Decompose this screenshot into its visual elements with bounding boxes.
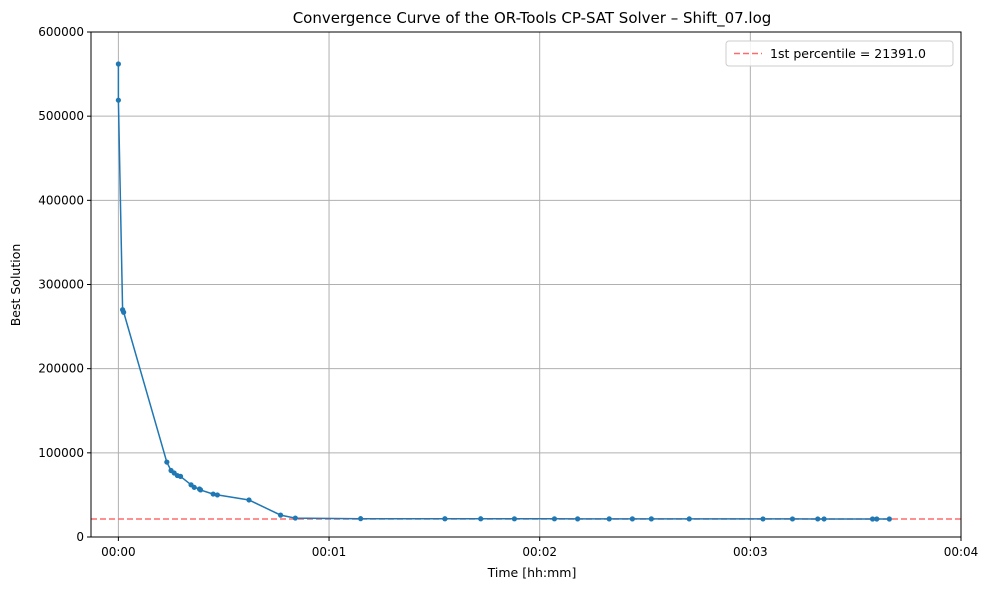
x-axis-label: Time [hh:mm] [487,565,577,580]
data-point [115,97,121,103]
y-tick-label: 0 [76,530,84,544]
y-tick-label: 300000 [38,278,84,292]
y-tick-label: 200000 [38,362,84,376]
data-point [551,516,558,522]
legend-label: 1st percentile = 21391.0 [770,46,926,61]
data-point [164,459,170,465]
data-point [115,61,121,67]
data-point [606,516,612,522]
data-point [191,484,197,490]
data-point [358,516,364,522]
y-tick-label: 600000 [38,25,84,39]
data-point [686,516,692,522]
data-point [478,516,484,522]
data-point [121,309,127,315]
x-tick-label: 00:02 [522,545,557,559]
data-point [575,516,581,522]
data-point [197,487,204,493]
y-tick-label: 100000 [38,446,84,460]
x-tick-label: 00:03 [733,545,768,559]
data-point [648,516,654,522]
y-tick-label: 500000 [38,109,84,123]
data-point [246,497,252,503]
y-axis: 0 100000 200000 300000 400000 500000 600000 [38,25,91,544]
data-point [629,516,635,522]
y-tick-label: 400000 [38,193,84,207]
data-point [815,516,821,522]
x-tick-label: 00:04 [944,545,979,559]
data-point [511,516,518,522]
y-axis-label: Best Solution [8,244,23,327]
x-axis: 00:00 00:01 00:02 00:03 00:04 [101,537,978,559]
x-tick-label: 00:00 [101,545,136,559]
legend-box [725,40,954,67]
data-point [210,491,216,497]
chart-title: Convergence Curve of the OR-Tools CP-SAT… [293,9,772,28]
data-point [177,473,184,479]
legend: 1st percentile = 21391.0 [725,40,954,67]
data-point [214,492,220,498]
data-point [442,516,448,522]
data-point [789,516,796,522]
data-point [874,516,880,522]
data-point [869,516,876,522]
x-tick-label: 00:01 [312,545,347,559]
data-point [760,516,766,522]
series-group [115,61,892,522]
data-point [292,515,298,521]
data-point [277,512,284,518]
data-point [886,516,892,522]
data-point [821,516,827,522]
